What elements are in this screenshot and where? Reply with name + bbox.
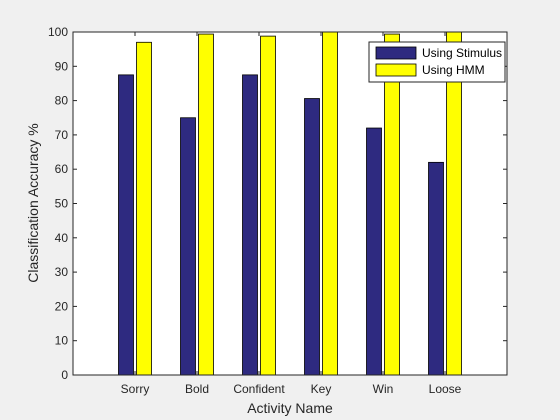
bar-win-series-1 bbox=[366, 127, 382, 376]
x-axis-label: Activity Name bbox=[247, 400, 333, 416]
x-tick-label: Win bbox=[373, 382, 394, 396]
y-tick-label: 90 bbox=[55, 59, 69, 73]
legend-swatch-hmm bbox=[375, 63, 417, 77]
y-tick-label: 30 bbox=[55, 265, 69, 279]
y-tick-label: 0 bbox=[61, 368, 68, 382]
y-tick-label: 50 bbox=[55, 197, 69, 211]
x-tick-label: Bold bbox=[185, 382, 209, 396]
bar-bold-series-1 bbox=[180, 117, 196, 376]
y-tick-label: 20 bbox=[55, 299, 69, 313]
x-tick-label: Key bbox=[311, 382, 332, 396]
x-tick-label: Sorry bbox=[121, 382, 150, 396]
bar-bold-series-2 bbox=[198, 33, 214, 376]
y-tick-label: 60 bbox=[55, 162, 69, 176]
bar-loose-series-1 bbox=[428, 161, 444, 376]
bar-sorry-series-2 bbox=[136, 41, 152, 376]
legend-label-hmm: Using HMM bbox=[422, 63, 485, 77]
bar-confident-series-2 bbox=[260, 35, 276, 376]
legend: Using Stimulus Using HMM bbox=[368, 41, 506, 83]
y-tick-label: 80 bbox=[55, 94, 69, 108]
bar-confident-series-1 bbox=[242, 74, 258, 376]
bar-loose-series-2 bbox=[446, 31, 462, 376]
x-tick-label: Confident bbox=[233, 382, 285, 396]
bar-win-series-2 bbox=[384, 33, 400, 376]
bar-key-series-1 bbox=[304, 98, 320, 376]
legend-label-stimulus: Using Stimulus bbox=[422, 46, 502, 60]
y-tick-label: 100 bbox=[48, 25, 68, 39]
bar-sorry-series-1 bbox=[118, 74, 134, 376]
bar-key-series-2 bbox=[322, 31, 338, 376]
y-tick-label: 40 bbox=[55, 231, 69, 245]
y-axis-label: Classification Accuracy % bbox=[25, 123, 41, 283]
x-tick-label: Loose bbox=[429, 382, 462, 396]
y-tick-label: 10 bbox=[55, 334, 69, 348]
legend-swatch-stimulus bbox=[375, 46, 417, 60]
y-tick-label: 70 bbox=[55, 128, 69, 142]
plot-frame bbox=[72, 31, 508, 376]
